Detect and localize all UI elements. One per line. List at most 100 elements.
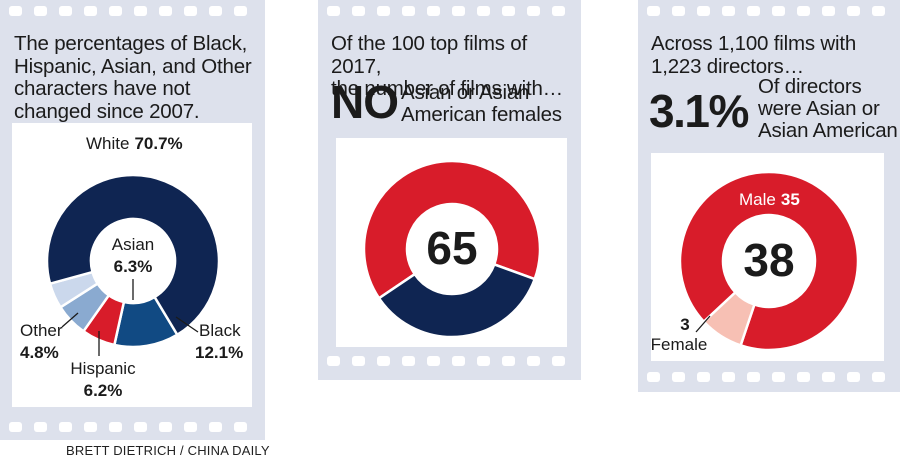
panel-2-subhead: Asian or Asian American females [401, 82, 562, 126]
panel-2-lede: Of the 100 top films of 2017, the number… [331, 32, 581, 101]
label-white: White 70.7% [86, 134, 183, 153]
perforation-hole [527, 356, 540, 366]
perforation-hole [672, 372, 685, 382]
perforation-hole [772, 6, 785, 16]
label-other-name: Other [20, 321, 63, 340]
film-perforations-bottom [0, 422, 265, 432]
perforation-hole [847, 372, 860, 382]
perforation-hole [722, 372, 735, 382]
panel-1-lede: The percentages of Black, Hispanic, Asia… [14, 32, 252, 123]
perforation-hole [59, 422, 72, 432]
perforation-hole [9, 6, 22, 16]
perforation-hole [134, 6, 147, 16]
perforation-hole [209, 6, 222, 16]
label-male-value: 35 [781, 190, 800, 209]
perforation-hole [184, 422, 197, 432]
slice-films-without [377, 262, 537, 339]
perforation-hole [234, 422, 247, 432]
perforation-hole [822, 6, 835, 16]
lede-line: changed since 2007. [14, 99, 200, 123]
perforation-hole [822, 372, 835, 382]
perforation-hole [134, 422, 147, 432]
label-male: Male 35 [739, 190, 800, 209]
label-white-name: White [86, 134, 129, 153]
perforation-hole [747, 372, 760, 382]
lede-line: the number of films with… [331, 77, 563, 100]
label-black-value: 12.1% [195, 343, 243, 362]
perforation-hole [159, 6, 172, 16]
perforation-hole [552, 6, 565, 16]
panel-3: Across 1,100 films with 1,223 directors…… [638, 0, 900, 392]
label-asian-value: 6.3% [114, 257, 153, 276]
perforation-hole [452, 356, 465, 366]
lede-line: Of the 100 top films of 2017, [331, 32, 527, 78]
donut-slices [45, 173, 221, 349]
perforation-hole [402, 356, 415, 366]
perforation-hole [552, 356, 565, 366]
center-value: 65 [426, 222, 477, 274]
perforation-hole [209, 422, 222, 432]
label-white-value: 70.7% [134, 134, 182, 153]
perforation-hole [184, 6, 197, 16]
perforation-hole [84, 6, 97, 16]
slice-male [678, 170, 860, 352]
perforation-hole [872, 372, 885, 382]
perforation-hole [697, 372, 710, 382]
perforation-hole [872, 6, 885, 16]
perforation-hole [672, 6, 685, 16]
perforation-hole [377, 6, 390, 16]
slice-female [702, 290, 756, 347]
panel-3-lede: Across 1,100 films with 1,223 directors… [651, 32, 857, 78]
film-perforations-bottom [318, 356, 581, 366]
perforation-hole [722, 6, 735, 16]
perforation-hole [477, 356, 490, 366]
perforation-hole [402, 6, 415, 16]
headline-percent: 3.1% [649, 85, 749, 137]
label-female-value: 3 [680, 315, 689, 334]
leader-female [695, 315, 711, 333]
lede-line: 1,223 directors… [651, 54, 804, 78]
perforation-hole [477, 6, 490, 16]
lede-line: Across 1,100 films with [651, 32, 857, 55]
donut-slices [362, 159, 542, 339]
perforation-hole [747, 6, 760, 16]
perforation-hole [697, 6, 710, 16]
perforation-hole [647, 372, 660, 382]
center-value: 38 [743, 234, 794, 286]
panel-3-subhead: Of directors were Asian or Asian America… [758, 76, 898, 142]
perforation-hole [647, 6, 660, 16]
label-other-value: 4.8% [20, 343, 59, 362]
perforation-hole [34, 422, 47, 432]
sub-line: American females [401, 103, 562, 126]
film-perforations-top [0, 6, 265, 16]
perforation-hole [109, 6, 122, 16]
perforation-hole [9, 422, 22, 432]
perforation-hole [352, 356, 365, 366]
perforation-hole [772, 372, 785, 382]
perforation-hole [427, 6, 440, 16]
perforation-hole [59, 6, 72, 16]
lede-line: Hispanic, Asian, and Other [14, 54, 252, 78]
perforation-hole [502, 6, 515, 16]
ethnicity-donut-chart: White 70.7% Asian 6.3% Black 12.1% Other … [20, 134, 243, 400]
asian-female-donut-chart: 65 [362, 159, 542, 339]
perforation-hole [452, 6, 465, 16]
perforation-hole [502, 356, 515, 366]
lede-line: characters have not [14, 77, 191, 100]
label-male-name: Male [739, 190, 776, 209]
panel-2: Of the 100 top films of 2017, the number… [318, 0, 581, 380]
label-asian-name: Asian [112, 235, 155, 254]
perforation-hole [84, 422, 97, 432]
perforation-hole [377, 356, 390, 366]
perforation-hole [109, 422, 122, 432]
label-hispanic-value: 6.2% [84, 381, 123, 400]
lede-line: The percentages of Black, [14, 32, 248, 55]
film-perforations-top [638, 6, 900, 16]
sub-line: Asian American [758, 119, 898, 142]
credit-line: BRETT DIETRICH / CHINA DAILY [66, 443, 270, 458]
perforation-hole [327, 6, 340, 16]
slice-white [45, 173, 221, 337]
perforation-hole [797, 6, 810, 16]
label-hispanic-name: Hispanic [70, 359, 136, 378]
perforation-hole [427, 356, 440, 366]
